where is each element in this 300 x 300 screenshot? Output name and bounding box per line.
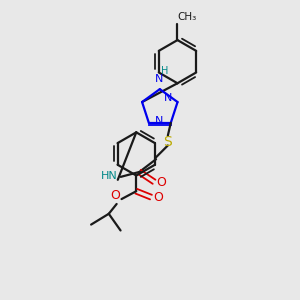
Text: O: O (156, 176, 166, 189)
Text: N: N (154, 74, 163, 84)
Text: HN: HN (100, 171, 117, 181)
Text: O: O (153, 190, 163, 204)
Text: H: H (161, 67, 168, 76)
Text: CH₃: CH₃ (178, 13, 197, 22)
Text: O: O (111, 189, 121, 202)
Text: N: N (154, 116, 163, 126)
Text: N: N (164, 93, 172, 103)
Text: S: S (164, 134, 172, 148)
